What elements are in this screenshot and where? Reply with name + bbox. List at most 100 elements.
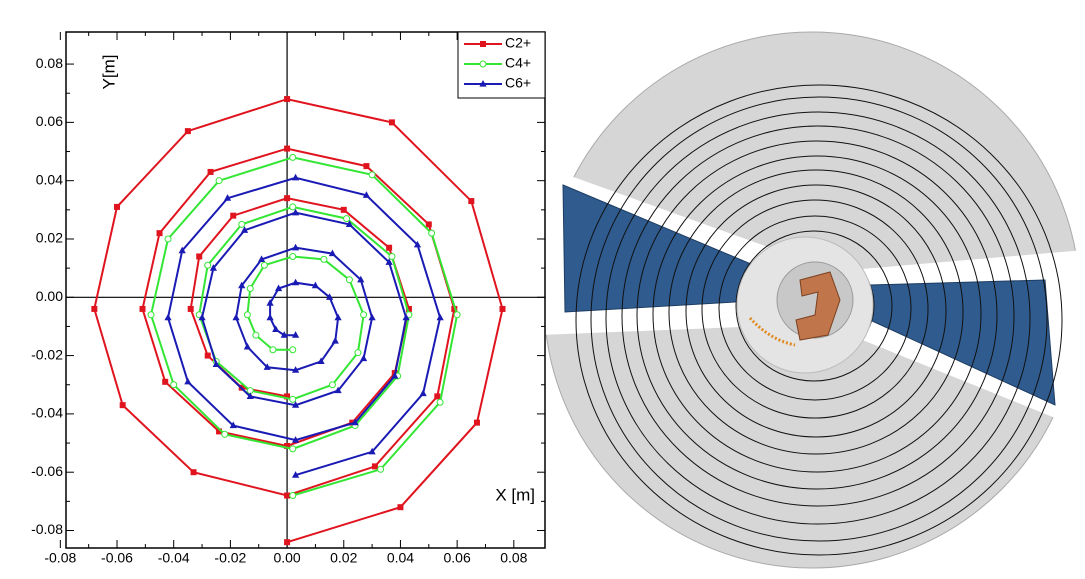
marker (436, 313, 444, 321)
marker (266, 299, 274, 306)
marker (119, 402, 126, 409)
orbit (735, 230, 893, 382)
marker (164, 235, 172, 243)
legend-label: C4+ (505, 55, 531, 71)
marker (345, 220, 354, 228)
marker (266, 313, 274, 321)
marker (289, 346, 297, 354)
marker (453, 311, 461, 319)
marker (291, 471, 300, 478)
marker (317, 357, 325, 365)
marker (198, 313, 206, 321)
plot-frame (65, 31, 546, 549)
marker (260, 261, 268, 269)
marker (139, 305, 146, 312)
marker (243, 311, 251, 319)
orbit (685, 184, 947, 438)
marker (243, 342, 251, 350)
marker (291, 243, 300, 251)
marker (284, 442, 291, 449)
marker (216, 428, 223, 435)
marker (402, 313, 410, 321)
x-tick-label: 0.00 (273, 550, 300, 566)
marker (284, 195, 291, 202)
marker (291, 278, 300, 286)
marker (209, 264, 217, 271)
marker (291, 366, 300, 373)
marker (284, 96, 291, 103)
marker (391, 372, 399, 379)
legend-label: C6+ (505, 75, 531, 91)
marker (162, 378, 169, 385)
marker (343, 215, 351, 223)
y-tick-label: 0.04 (36, 171, 63, 187)
marker (405, 305, 412, 312)
marker (204, 261, 212, 269)
marker (91, 305, 98, 312)
orbit (621, 125, 1015, 507)
marker (331, 337, 339, 344)
x-tick-label: -0.04 (158, 550, 190, 566)
marker (196, 253, 203, 260)
marker (289, 445, 297, 453)
x-tick-label: 0.06 (444, 550, 471, 566)
marker (289, 203, 297, 211)
marker (357, 275, 365, 283)
marker (362, 191, 371, 198)
orbit (668, 169, 964, 455)
marker (386, 244, 393, 251)
marker (291, 401, 300, 408)
marker (229, 421, 237, 429)
marker (419, 389, 427, 397)
marker (388, 252, 396, 260)
marker (184, 128, 191, 135)
orbit (718, 215, 912, 401)
marker (238, 220, 246, 228)
orbit (575, 84, 1063, 556)
y-tick-label: -0.04 (31, 405, 63, 421)
marker (289, 252, 297, 260)
marker (499, 305, 506, 312)
legend-label: C2+ (505, 35, 531, 51)
marker (284, 539, 291, 546)
marker (428, 229, 436, 237)
legend-marker (479, 80, 487, 87)
marker (289, 153, 297, 161)
marker (147, 311, 155, 319)
marker (257, 255, 266, 262)
marker (291, 436, 300, 443)
marker (230, 212, 237, 219)
marker (434, 393, 441, 400)
x-tick-label: 0.08 (500, 550, 527, 566)
marker (397, 504, 404, 511)
marker (269, 346, 277, 354)
marker (284, 145, 291, 152)
y-tick-label: -0.06 (31, 463, 63, 479)
marker (212, 360, 220, 367)
orbit (605, 111, 1031, 525)
legend-marker (479, 60, 487, 68)
marker (360, 311, 368, 319)
marker (334, 313, 342, 321)
marker (291, 331, 300, 338)
marker (291, 208, 300, 216)
marker (413, 240, 422, 248)
marker (345, 276, 353, 284)
ion-source (795, 271, 841, 341)
y-tick-label: 0.00 (36, 288, 63, 304)
x-tick-label: 0.02 (330, 550, 357, 566)
orbit (636, 140, 998, 490)
marker (385, 258, 393, 265)
marker (368, 171, 376, 179)
marker (178, 246, 186, 254)
marker (340, 206, 347, 213)
marker (425, 221, 432, 228)
x-axis-label: X [m] (495, 485, 535, 504)
x-tick-label: 0.04 (387, 550, 414, 566)
y-axis-label: Y[m] (99, 55, 118, 90)
marker (468, 198, 475, 205)
marker (246, 392, 254, 400)
marker (363, 163, 370, 170)
